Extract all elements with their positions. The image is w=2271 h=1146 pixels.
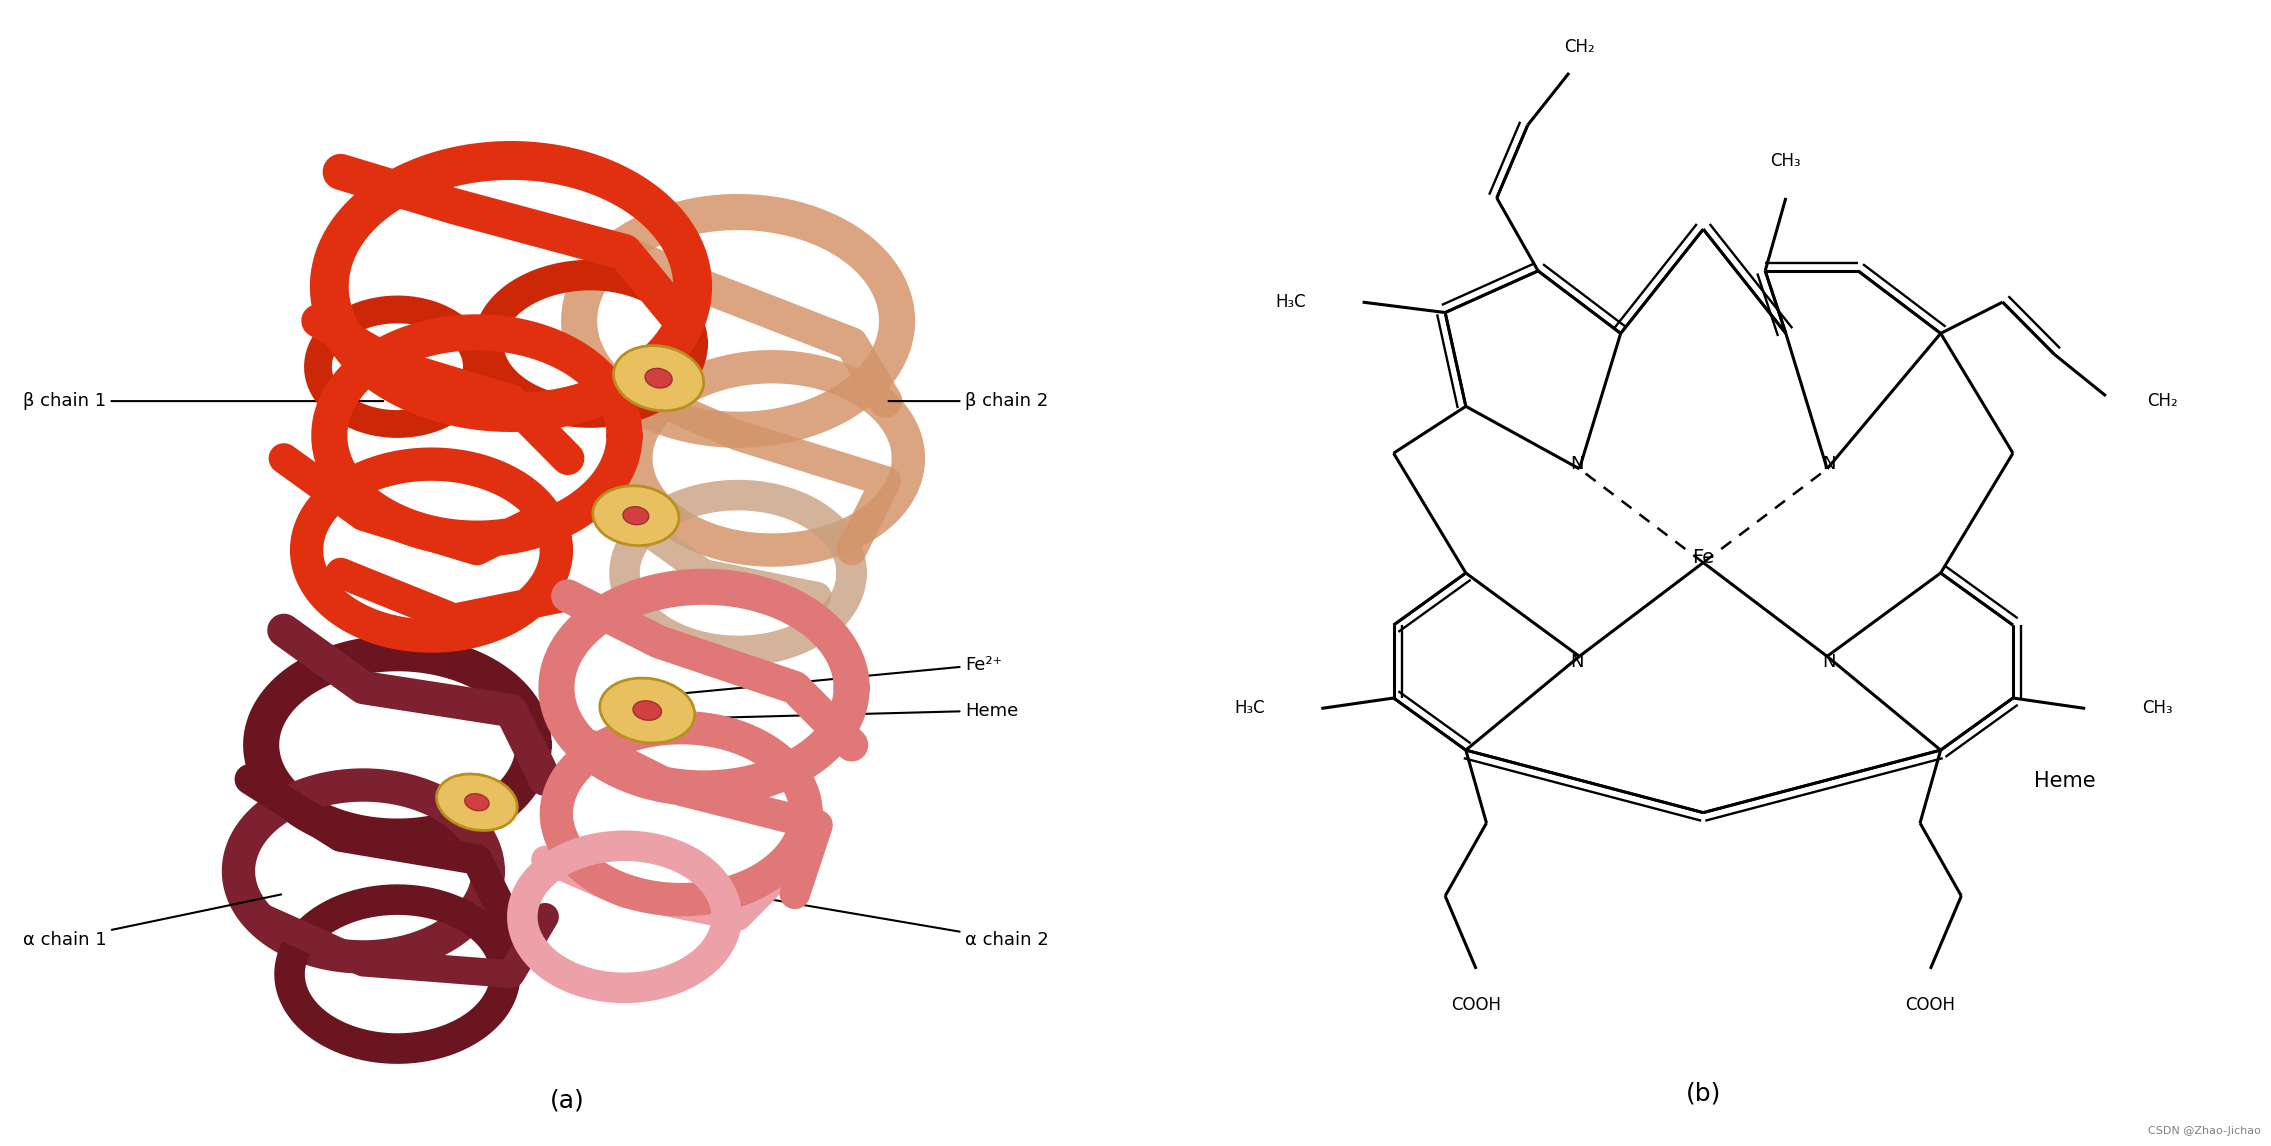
Text: N: N: [1572, 652, 1585, 670]
Text: COOH: COOH: [1451, 996, 1501, 1014]
Ellipse shape: [593, 486, 679, 545]
Ellipse shape: [600, 678, 695, 743]
Text: CSDN @Zhao-Jichao: CSDN @Zhao-Jichao: [2148, 1125, 2260, 1136]
Text: N: N: [1821, 455, 1835, 472]
Ellipse shape: [622, 507, 650, 525]
Text: (b): (b): [1685, 1082, 1721, 1106]
Text: Fe: Fe: [1692, 548, 1715, 567]
Text: CH₂: CH₂: [2146, 392, 2178, 410]
Text: β chain 2: β chain 2: [888, 392, 1049, 410]
Ellipse shape: [645, 368, 672, 388]
Ellipse shape: [634, 700, 661, 721]
Ellipse shape: [466, 794, 488, 810]
Text: H₃C: H₃C: [1233, 699, 1265, 717]
Text: N: N: [1821, 652, 1835, 670]
Text: (a): (a): [550, 1089, 586, 1112]
Ellipse shape: [613, 346, 704, 410]
Text: Heme: Heme: [645, 701, 1017, 720]
Text: Fe²⁺: Fe²⁺: [650, 656, 1002, 697]
Text: N: N: [1572, 455, 1585, 472]
Text: CH₂: CH₂: [1565, 38, 1594, 56]
Text: α chain 2: α chain 2: [740, 894, 1049, 949]
Text: β chain 1: β chain 1: [23, 392, 384, 410]
Text: Heme: Heme: [2035, 771, 2096, 792]
Text: α chain 1: α chain 1: [23, 894, 282, 949]
Text: CH₃: CH₃: [1771, 152, 1801, 171]
Text: CH₃: CH₃: [2142, 699, 2173, 717]
Ellipse shape: [436, 774, 518, 831]
Text: H₃C: H₃C: [1276, 293, 1306, 311]
Text: COOH: COOH: [1905, 996, 1955, 1014]
